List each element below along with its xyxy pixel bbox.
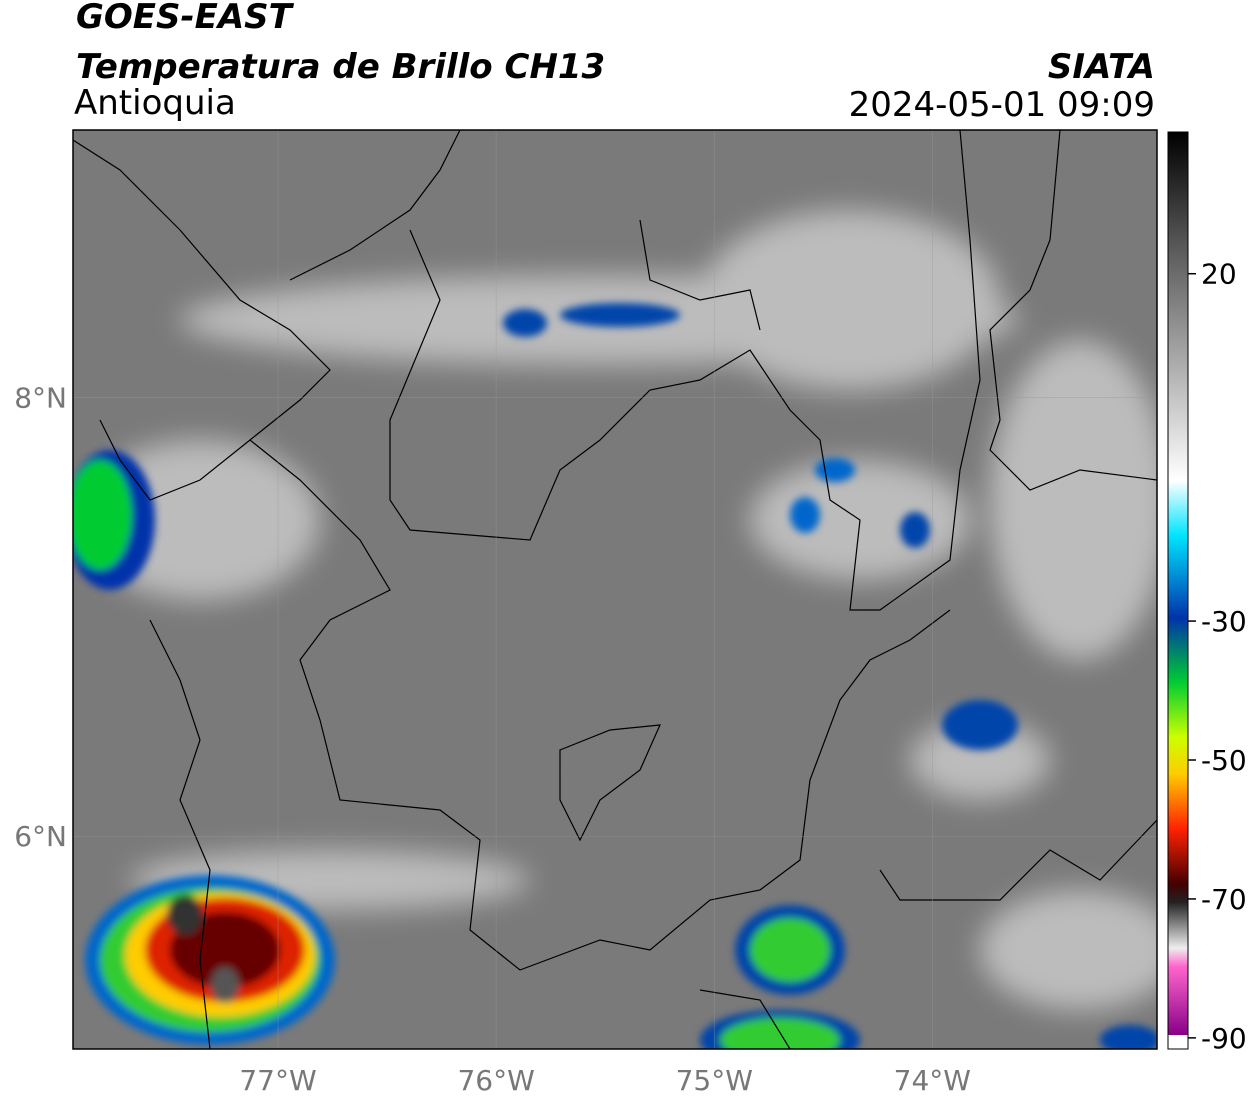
- y-tick-label: 8°N: [14, 382, 67, 415]
- colorbar-tick-label: -50: [1201, 744, 1247, 777]
- map-frame: [72, 129, 1158, 1050]
- x-tick-label: 74°W: [894, 1064, 971, 1097]
- x-tick-label: 76°W: [457, 1064, 534, 1097]
- y-tick-label: 6°N: [14, 820, 67, 853]
- title: GOES-EAST: [76, 0, 295, 37]
- colorbar-tick-label: -30: [1201, 605, 1247, 638]
- datetime: 2024-05-01 09:09: [849, 85, 1155, 125]
- colorbar-tick-label: -70: [1201, 883, 1247, 916]
- satellite-image: [73, 130, 1157, 1049]
- ticks: 77°W 76°W 75°W 74°W 8°N 6°N 20 -30 -50 -70 -90: [14, 258, 1247, 1097]
- colorbar-tick-label: 20: [1201, 258, 1237, 291]
- graticule: [73, 130, 1157, 1049]
- subtitle: Temperatura de Brillo CH13: [76, 47, 605, 87]
- source: SIATA: [1048, 47, 1155, 87]
- x-tick-label: 77°W: [239, 1064, 316, 1097]
- region: Antioquia: [74, 83, 236, 123]
- colorbar: [1167, 131, 1189, 1050]
- colorbar-tick-label: -90: [1201, 1022, 1247, 1055]
- x-tick-label: 75°W: [676, 1064, 753, 1097]
